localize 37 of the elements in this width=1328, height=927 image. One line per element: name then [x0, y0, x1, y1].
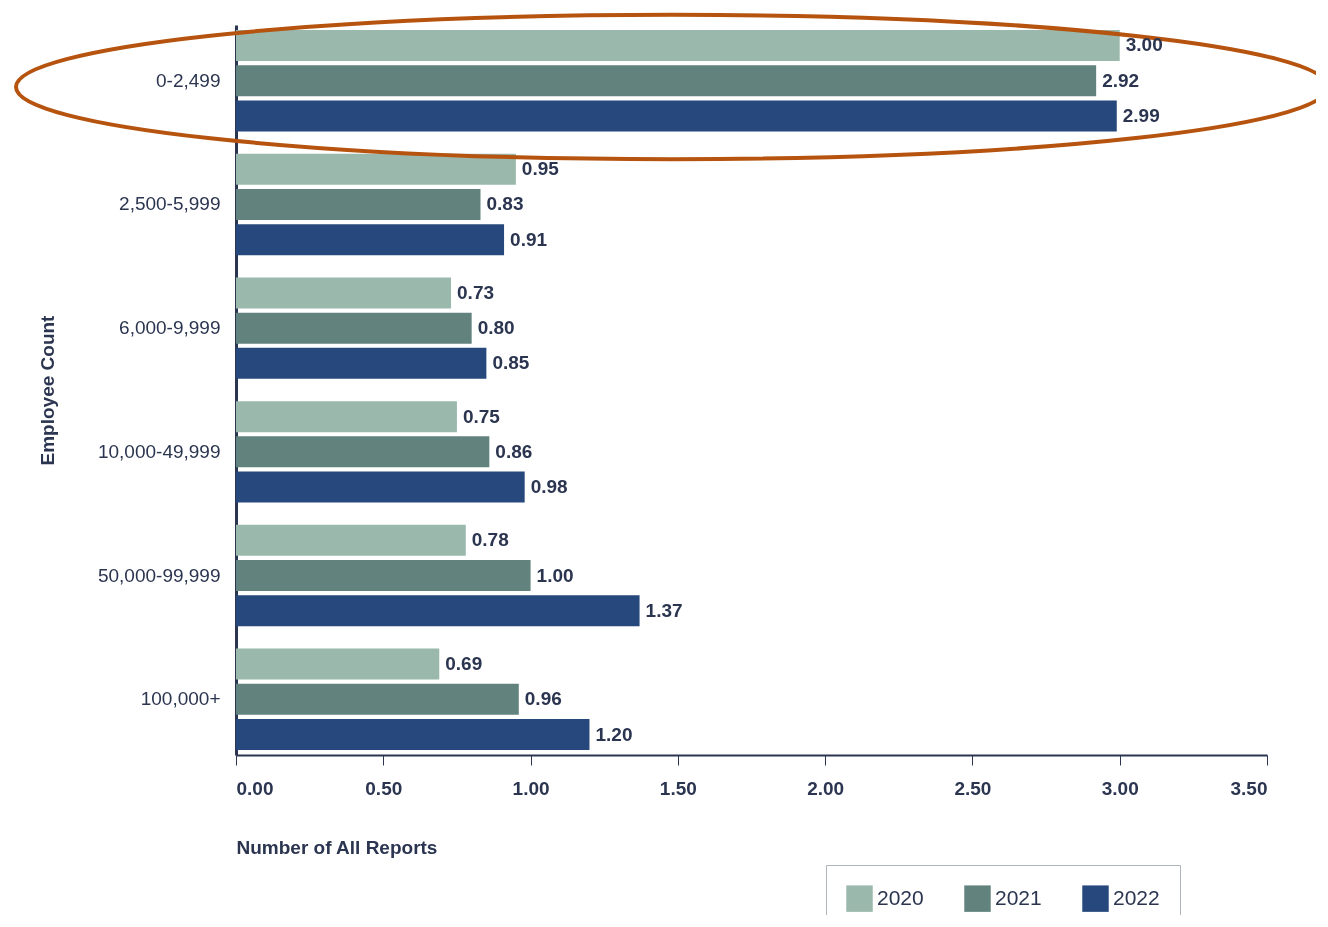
data-label: 1.20	[595, 723, 633, 745]
data-label: 0.73	[457, 281, 495, 303]
data-label: 0.83	[486, 193, 524, 215]
legend-label: 2021	[995, 885, 1042, 909]
data-label: 0.80	[477, 317, 515, 339]
legend-label: 2022	[1113, 885, 1160, 909]
legend-label: 2020	[877, 885, 924, 909]
y-tick-label: 100,000+	[140, 688, 221, 710]
data-label: 0.95	[521, 158, 560, 180]
y-tick-label: 2,500-5,999	[119, 193, 221, 215]
y-tick-label: 10,000-49,999	[97, 440, 221, 462]
x-axis-title: Number of All Reports	[236, 836, 438, 858]
data-label: 0.75	[462, 405, 501, 427]
data-label: 0.69	[445, 653, 483, 675]
data-label: 3.00	[1125, 34, 1163, 56]
data-label: 0.86	[495, 440, 533, 462]
y-tick-label: 50,000-99,999	[97, 564, 221, 586]
y-tick-label: 0-2,499	[156, 69, 221, 91]
data-label: 0.91	[510, 228, 548, 250]
x-tick-label: 1.00	[512, 777, 550, 799]
data-label: 0.96	[524, 688, 562, 710]
x-tick-label: 0.00	[236, 777, 274, 799]
data-label: 0.98	[530, 476, 568, 498]
data-label: 2.92	[1102, 69, 1140, 91]
data-label: 2.99	[1122, 104, 1160, 126]
y-axis-title: Employee Count	[36, 314, 58, 466]
x-tick-label: 2.00	[807, 777, 845, 799]
x-tick-label: 3.00	[1101, 777, 1139, 799]
y-tick-label: 6,000-9,999	[119, 317, 221, 339]
x-tick-label: 0.50	[365, 777, 403, 799]
x-tick-label: 3.50	[1230, 777, 1268, 799]
x-tick-label: 1.50	[659, 777, 697, 799]
x-tick-label: 2.50	[954, 777, 992, 799]
data-label: 0.78	[471, 529, 509, 551]
data-label: 1.37	[645, 599, 683, 621]
data-label: 1.00	[536, 564, 574, 586]
data-label: 0.85	[492, 352, 530, 374]
